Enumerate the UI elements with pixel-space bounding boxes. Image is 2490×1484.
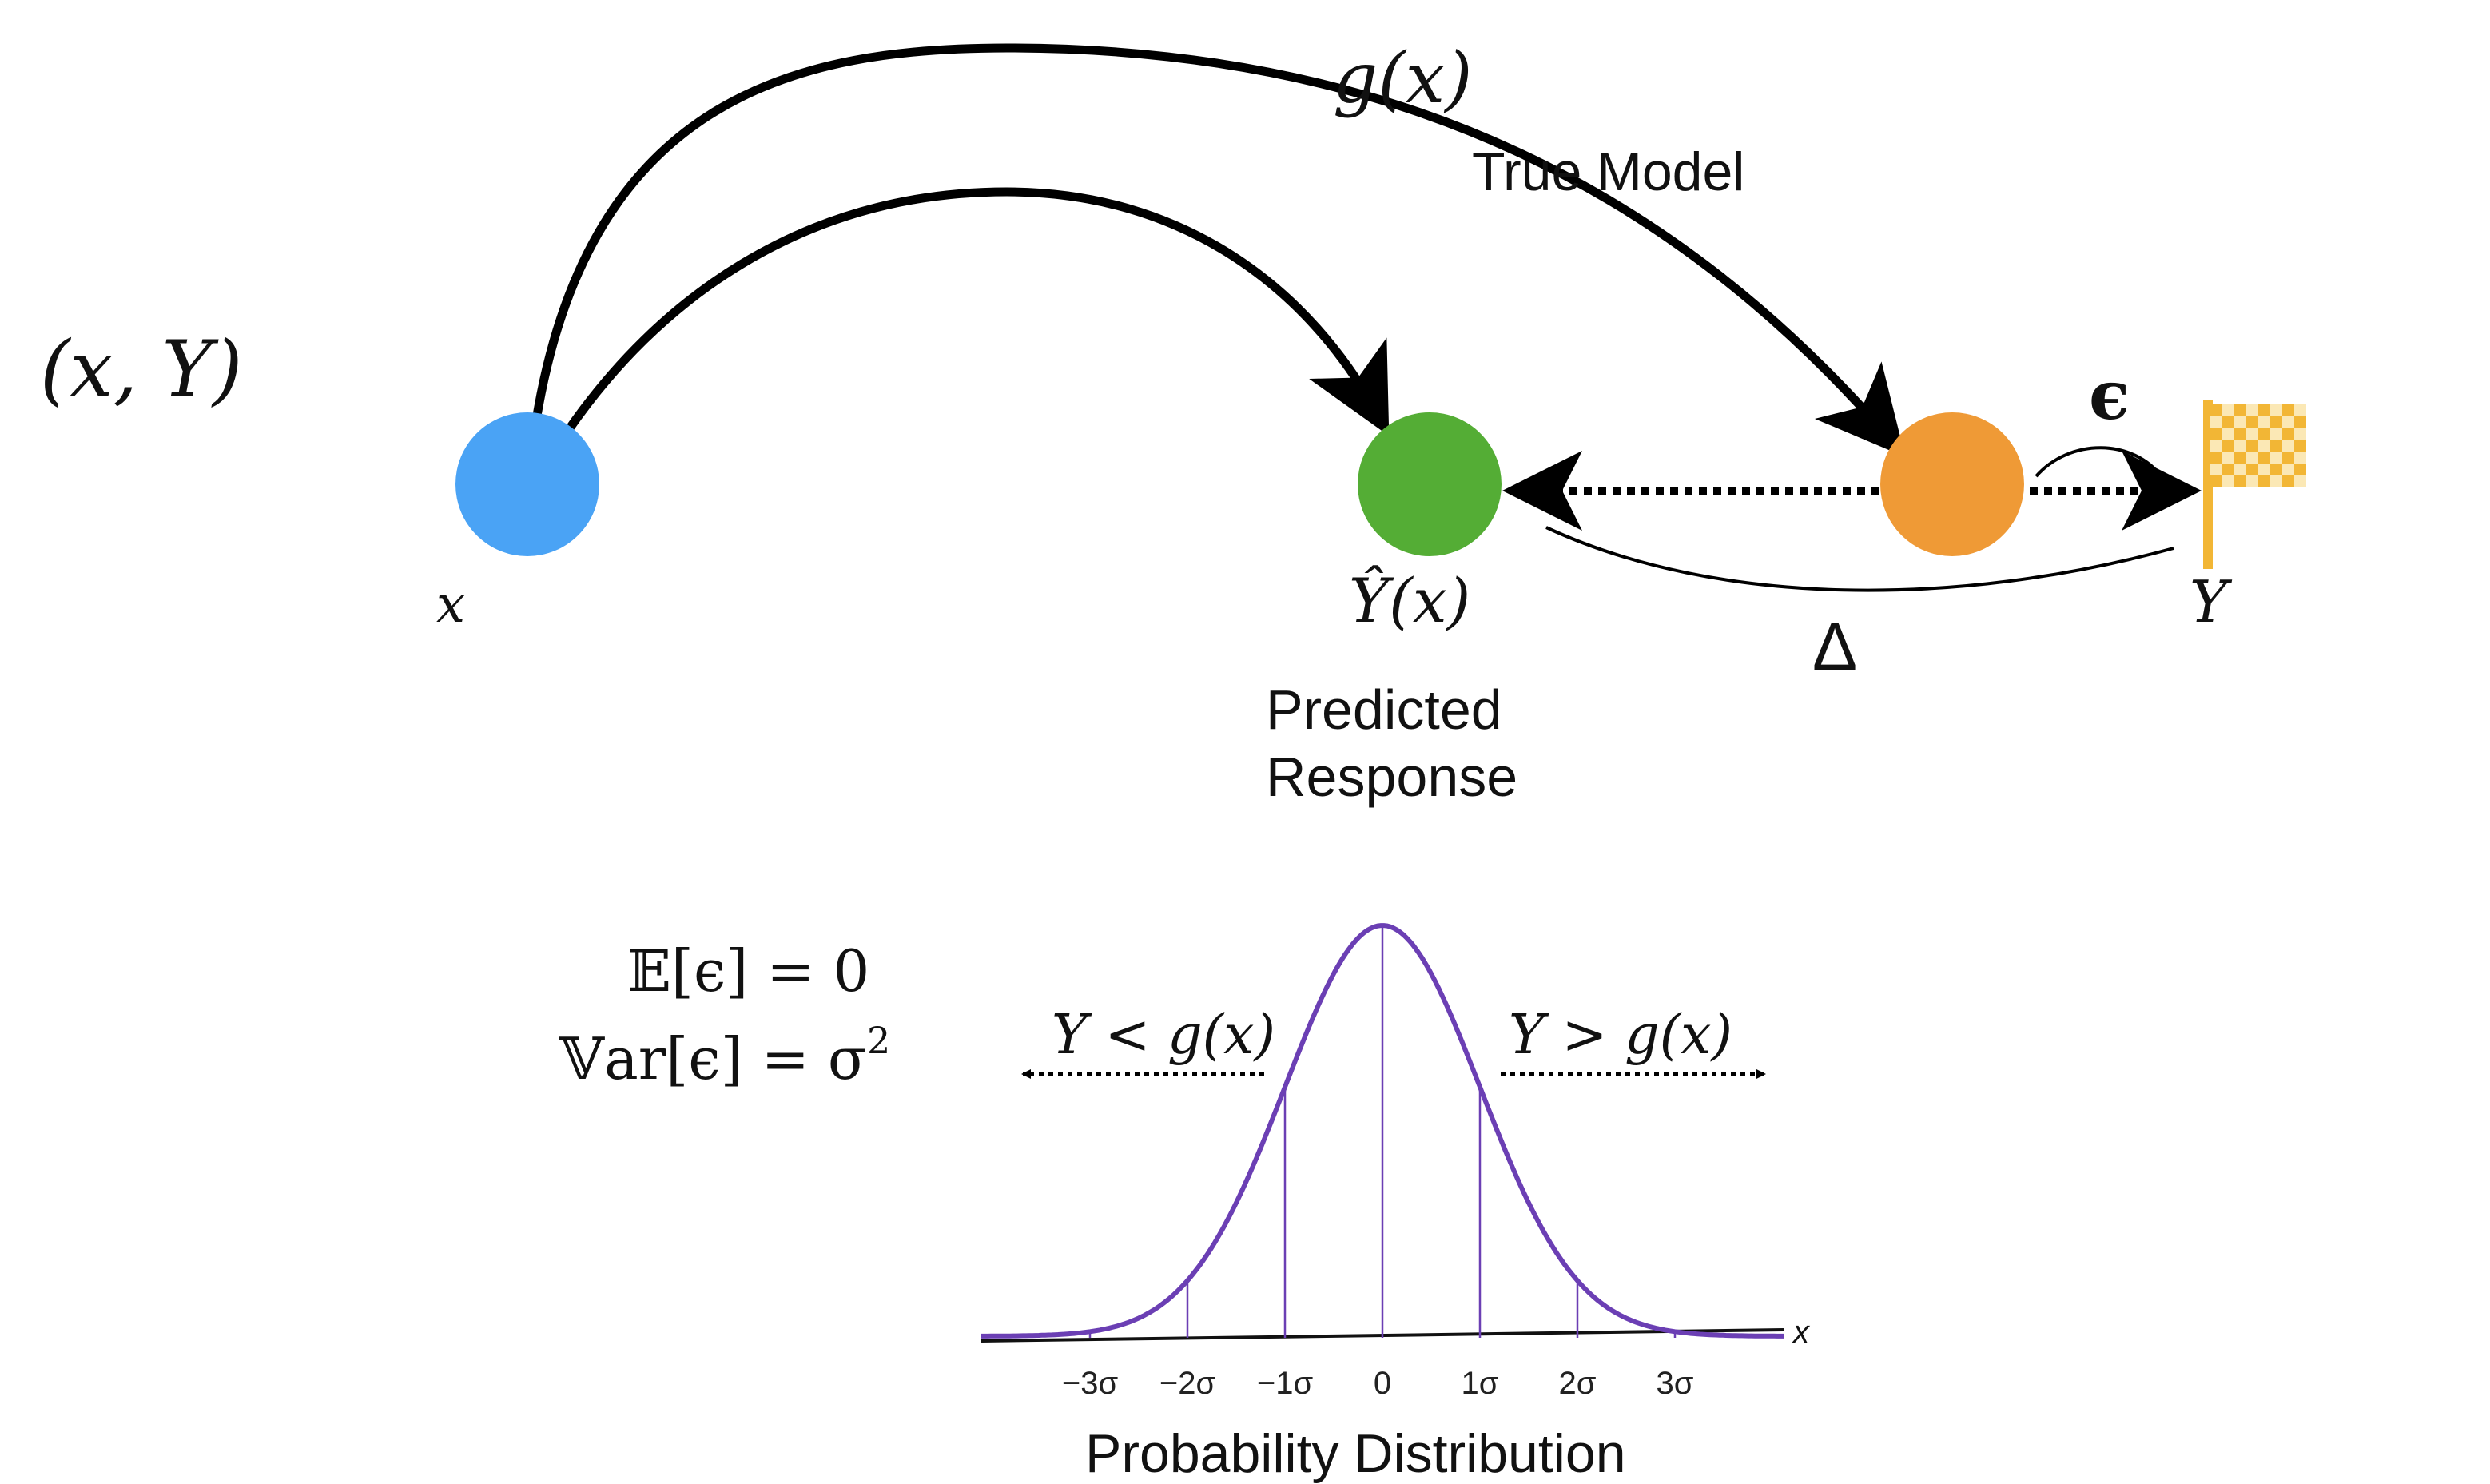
- mean-equation: 𝔼[ϵ] = 0: [627, 937, 869, 1005]
- true-model-math-label: g(x): [1333, 37, 1473, 119]
- tick-label: 0: [1374, 1366, 1391, 1401]
- tick-label: 1σ: [1462, 1366, 1499, 1401]
- tick-label: 3σ: [1657, 1366, 1694, 1401]
- distribution-caption: Probability Distribution: [1085, 1423, 1626, 1484]
- normal-curve: [981, 923, 1784, 1339]
- left-tail-label: Y < g(x): [1052, 1004, 1275, 1067]
- epsilon-label: ϵ: [2089, 356, 2130, 435]
- model-fit-arrow: [563, 187, 1390, 436]
- input-node-label: x: [436, 575, 465, 635]
- delta-label: Δ: [1812, 609, 1857, 684]
- pair-label: (x, Y): [40, 324, 242, 414]
- predicted-node: [1358, 412, 1502, 556]
- epsilon-brace: [2035, 446, 2164, 479]
- right-tail-label: Y > g(x): [1509, 1004, 1732, 1067]
- delta-brace: [1545, 526, 2174, 592]
- tick-label: −1σ: [1257, 1366, 1314, 1401]
- predicted-caption-line1: Predicted: [1266, 678, 1502, 741]
- true-model-arrow: [532, 43, 1906, 457]
- true-model-label: True Model: [1472, 141, 1744, 202]
- input-node: [455, 412, 599, 556]
- variance-equation: 𝕍ar[ϵ] = σ2: [559, 1019, 890, 1092]
- axis-variable-label: x: [1792, 1315, 1811, 1350]
- true-value-node: [1880, 412, 2024, 556]
- normal-distribution-plot: x −3σ −2σ −1σ 0 1σ 2σ 3σ Y < g(x) Y > g(x) Pro…: [980, 923, 1811, 1484]
- tick-label: −3σ: [1062, 1366, 1119, 1401]
- response-node-label: Y: [2190, 568, 2233, 635]
- predicted-node-label: Ŷ(x): [1349, 564, 1470, 636]
- checkered-flag-icon: [2203, 400, 2306, 569]
- tick-label: 2σ: [1559, 1366, 1597, 1401]
- predicted-caption-line2: Response: [1266, 746, 1517, 808]
- tick-label: −2σ: [1159, 1366, 1216, 1401]
